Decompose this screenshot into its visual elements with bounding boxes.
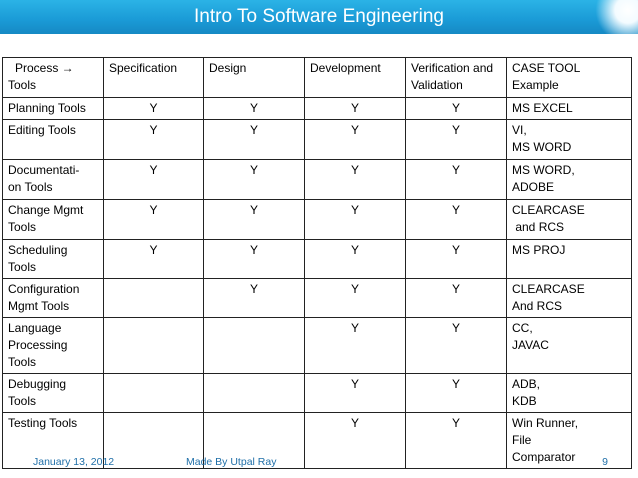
tool-name: Planning Tools: [2, 97, 104, 120]
case-tool-example: MS PROJ: [506, 239, 632, 279]
header-process: Process →: [15, 61, 74, 75]
footer-author: Made By Utpal Ray: [186, 456, 277, 468]
cell-spec: Y: [103, 199, 204, 240]
case-tool-example: MS WORD, ADOBE: [506, 159, 632, 200]
case-tool-example: Win Runner, File Comparator: [506, 412, 632, 469]
case-tool-example: VI, MS WORD: [506, 119, 632, 160]
cell-verif: Y: [405, 278, 507, 318]
header-tools: Tools: [8, 78, 37, 92]
table-row: Configuration Mgmt Tools Y Y Y CLEARCASE And …: [2, 278, 632, 318]
header-verification: Verification and Validation: [405, 57, 507, 98]
header-process-tools: Process → Tools: [2, 57, 104, 98]
header-example-label: Example: [512, 78, 559, 92]
cell-verif: Y: [405, 97, 507, 120]
example-line: ADB,: [512, 377, 541, 391]
tool-name: Testing Tools: [2, 412, 104, 469]
cell-spec: Y: [103, 239, 204, 279]
case-tool-example: ADB, KDB: [506, 373, 632, 413]
cell-design: [203, 412, 305, 469]
cell-verif: Y: [405, 412, 507, 469]
cell-verif: Y: [405, 317, 507, 374]
tool-name: Configuration Mgmt Tools: [2, 278, 104, 318]
footer-page-number: 9: [602, 456, 608, 468]
tool-name: Editing Tools: [2, 119, 104, 160]
cell-spec: Y: [103, 97, 204, 120]
table-row: Planning Tools Y Y Y Y MS EXCEL: [2, 97, 632, 120]
table-row: Testing Tools Y Y Win Runner, File Comparator: [2, 412, 632, 469]
header-case-tool-label: CASE TOOL: [512, 61, 581, 75]
case-tool-example: MS EXCEL: [506, 97, 632, 120]
slide-title: Intro To Software Engineering: [194, 6, 444, 27]
example-line: MS WORD,: [512, 163, 575, 177]
cell-dev: Y: [304, 199, 406, 240]
header-case-tool: CASE TOOL Example: [506, 57, 632, 98]
example-line: And RCS: [512, 299, 563, 313]
cell-dev: Y: [304, 317, 406, 374]
cell-verif: Y: [405, 159, 507, 200]
table-row: Scheduling Tools Y Y Y Y MS PROJ: [2, 239, 632, 279]
example-line: Win Runner,: [512, 416, 579, 430]
cell-dev: Y: [304, 412, 406, 469]
tool-name: Documentati- on Tools: [2, 159, 104, 200]
example-line: MS EXCEL: [512, 101, 573, 115]
example-line: CLEARCASE: [512, 282, 585, 296]
example-line: ADOBE: [512, 180, 555, 194]
cell-dev: Y: [304, 239, 406, 279]
cell-verif: Y: [405, 239, 507, 279]
case-tool-example: CLEARCASE And RCS: [506, 278, 632, 318]
example-line: Comparator: [512, 450, 576, 464]
cell-verif: Y: [405, 199, 507, 240]
cell-spec: Y: [103, 119, 204, 160]
table-body: Planning Tools Y Y Y Y MS EXCEL Editing Tools Y…: [2, 97, 632, 469]
cell-spec: [103, 373, 204, 413]
example-line: KDB: [512, 394, 537, 408]
footer-date: January 13, 2012: [33, 456, 115, 468]
cell-spec: [103, 278, 204, 318]
example-line: VI,: [512, 123, 527, 137]
tool-name: Language Processing Tools: [2, 317, 104, 374]
tool-name: Scheduling Tools: [2, 239, 104, 279]
header-design: Design: [203, 57, 305, 98]
case-tool-example: CLEARCASE and RCS: [506, 199, 632, 240]
table-row: Language Processing Tools Y Y CC, JAVAC: [2, 317, 632, 374]
cell-dev: Y: [304, 278, 406, 318]
cell-verif: Y: [405, 119, 507, 160]
cell-verif: Y: [405, 373, 507, 413]
table-row: Editing Tools Y Y Y Y VI, MS WORD: [2, 119, 632, 160]
cell-dev: Y: [304, 119, 406, 160]
case-tool-example: CC, JAVAC: [506, 317, 632, 374]
cell-dev: Y: [304, 373, 406, 413]
example-line: MS WORD: [512, 140, 572, 154]
cell-design: Y: [203, 97, 305, 120]
cell-dev: Y: [304, 159, 406, 200]
example-line: CLEARCASE: [512, 203, 585, 217]
tools-table: Process → Tools Specification Design Dev…: [2, 57, 632, 469]
cell-design: Y: [203, 119, 305, 160]
header-development: Development: [304, 57, 406, 98]
cell-spec: [103, 317, 204, 374]
tool-name: Debugging Tools: [2, 373, 104, 413]
corner-glow: [592, 0, 638, 34]
tool-name: Change Mgmt Tools: [2, 199, 104, 240]
cell-dev: Y: [304, 97, 406, 120]
table-row: Documentati- on Tools Y Y Y Y MS WORD, ADOBE: [2, 159, 632, 200]
example-line: and RCS: [512, 220, 565, 234]
cell-design: Y: [203, 239, 305, 279]
title-bar: Intro To Software Engineering: [0, 0, 638, 34]
cell-design: [203, 373, 305, 413]
cell-design: Y: [203, 159, 305, 200]
header-specification: Specification: [103, 57, 204, 98]
table-row: Debugging Tools Y Y ADB, KDB: [2, 373, 632, 413]
cell-spec: Y: [103, 159, 204, 200]
example-line: File: [512, 433, 532, 447]
table-header-row: Process → Tools Specification Design Dev…: [2, 57, 632, 98]
example-line: MS PROJ: [512, 243, 566, 257]
cell-design: Y: [203, 278, 305, 318]
example-line: JAVAC: [512, 338, 549, 352]
cell-design: Y: [203, 199, 305, 240]
example-line: CC,: [512, 321, 533, 335]
table-row: Change Mgmt Tools Y Y Y Y CLEARCASE and RCS: [2, 199, 632, 240]
cell-design: [203, 317, 305, 374]
